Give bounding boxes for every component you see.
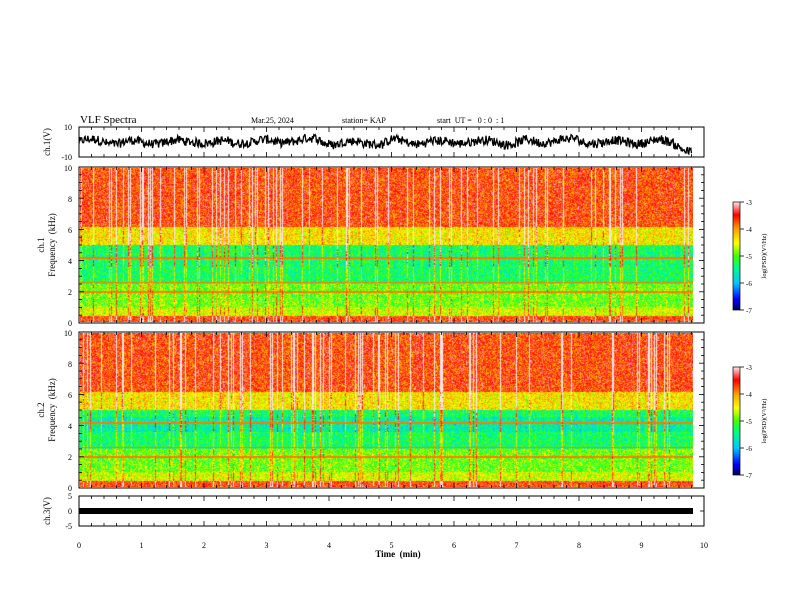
ch3-waveform-ylabel: ch.3(V)	[42, 497, 52, 525]
time-axis-tick-label: 6	[452, 541, 456, 550]
ch3-waveform-ticks	[78, 495, 705, 527]
figure-title: VLF Spectra	[80, 114, 137, 126]
ch1-waveform-ylabel: ch.1(V)	[42, 128, 52, 156]
time-axis-tick-label: 10	[700, 541, 708, 550]
ch3-ytick-0: 0	[68, 507, 72, 516]
ch2-spec-ytick-6: 6	[68, 391, 72, 400]
time-axis-tick-label: 0	[77, 541, 81, 550]
ch1-colorbar-ticks	[740, 201, 744, 311]
time-axis-tick-label: 4	[327, 541, 331, 550]
ch1-waveform-trace	[79, 133, 693, 156]
ch1-spectrogram-panel: 10 8 6 4 2 0 ch.1 Frequency (kHz) -3 -4 …	[36, 164, 768, 328]
ch2-cbar-tick-m3: -3	[746, 364, 752, 372]
time-axis-tick-label: 9	[640, 541, 644, 550]
ch1-spec-ylabel-line2: Frequency (kHz)	[47, 213, 57, 276]
ch1-spectrogram-image	[80, 168, 693, 322]
ch1-spectrogram-ylabel: ch.1 Frequency (kHz)	[36, 213, 57, 276]
ch2-colorbar-label: log(PSD)(V²/Hz)	[761, 399, 768, 444]
ch2-colorbar	[732, 366, 741, 476]
ch1-cbar-tick-m6: -6	[746, 280, 752, 288]
time-axis-tick-label: 3	[265, 541, 269, 550]
ch2-spec-ytick-10: 10	[64, 329, 72, 338]
time-axis-label: Time (min)	[375, 549, 420, 559]
ch1-spec-ytick-4: 4	[68, 257, 72, 266]
time-axis-tick-labels: 0 1 2 3 4 5 6 7 8 9 10	[77, 541, 708, 550]
ch2-cbar-tick-m4: -4	[746, 391, 752, 399]
ch1-spec-ytick-8: 8	[68, 195, 72, 204]
ch1-cbar-tick-m3: -3	[746, 199, 752, 207]
ch1-ytick-top: 10	[64, 123, 72, 132]
ch3-ytick-m5: -5	[65, 522, 72, 531]
ch1-spec-ytick-6: 6	[68, 226, 72, 235]
ch2-spectrogram-image	[80, 333, 693, 487]
ch2-colorbar-ticks	[740, 366, 744, 476]
ch3-waveform-trace	[79, 508, 693, 514]
time-axis-tick-label: 2	[202, 541, 206, 550]
figure-start-time: start UT = 0 : 0 : 1	[437, 116, 504, 125]
ch2-spec-ytick-2: 2	[68, 453, 72, 462]
ch2-spec-ylabel-line2: Frequency (kHz)	[47, 378, 57, 441]
time-axis-tick-label: 8	[577, 541, 581, 550]
ch1-spectrogram-ticks	[78, 166, 705, 324]
ch1-spec-ylabel-line1: ch.1	[36, 237, 46, 252]
ch2-spec-ylabel-line1: ch.2	[36, 402, 46, 417]
ch1-spec-ytick-0: 0	[68, 319, 72, 328]
ch1-spec-ytick-10: 10	[64, 164, 72, 173]
ch1-cbar-tick-m4: -4	[746, 226, 752, 234]
figure-date: Mar.25, 2024	[251, 116, 294, 125]
ch1-waveform-panel: 10 -10 ch.1(V)	[42, 123, 705, 162]
ch2-spec-ytick-4: 4	[68, 422, 72, 431]
ch3-waveform-panel: 5 0 -5 ch.3(V)	[42, 492, 705, 531]
ch2-spectrogram-ylabel: ch.2 Frequency (kHz)	[36, 378, 57, 441]
ch1-cbar-tick-m7: -7	[746, 307, 752, 315]
ch2-spec-ytick-8: 8	[68, 360, 72, 369]
ch1-ytick-bottom: -10	[61, 153, 72, 162]
ch1-waveform-xticks	[78, 127, 705, 157]
time-axis-tick-label: 1	[140, 541, 144, 550]
time-axis-tick-label: 5	[390, 541, 394, 550]
ch3-ytick-5: 5	[68, 492, 72, 501]
ch1-spec-ytick-2: 2	[68, 288, 72, 297]
ch1-colorbar	[732, 201, 741, 311]
ch2-cbar-tick-m5: -5	[746, 418, 752, 426]
ch2-spec-ytick-0: 0	[68, 484, 72, 493]
ch2-spectrogram-panel: 10 8 6 4 2 0 ch.2 Frequency (kHz) -3 -4 …	[36, 329, 768, 493]
ch2-cbar-tick-m7: -7	[746, 472, 752, 480]
ch2-spectrogram-ticks	[78, 331, 705, 489]
ch1-colorbar-label: log(PSD)(V²/Hz)	[761, 234, 768, 279]
ch1-cbar-tick-m5: -5	[746, 253, 752, 261]
figure-station: station= KAP	[342, 116, 386, 125]
ch2-cbar-tick-m6: -6	[746, 445, 752, 453]
time-axis-tick-label: 7	[515, 541, 519, 550]
